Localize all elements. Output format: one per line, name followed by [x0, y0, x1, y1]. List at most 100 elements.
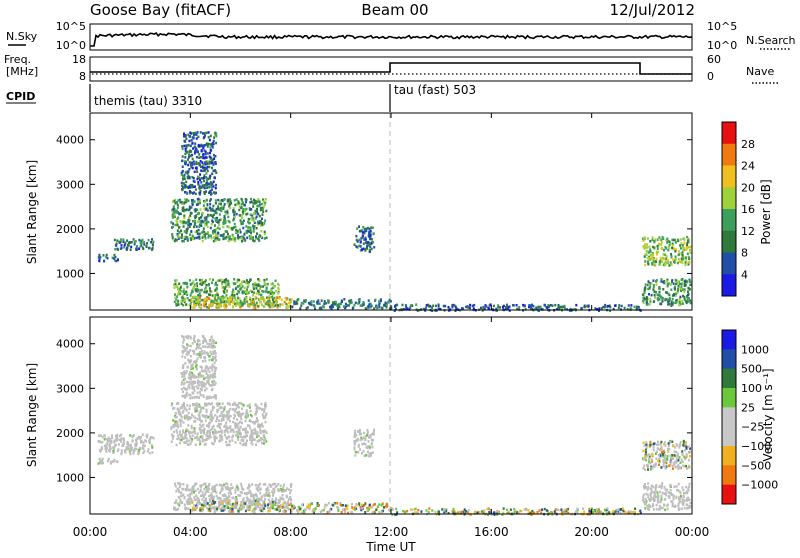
data-cell [679, 467, 681, 470]
data-cell [642, 467, 644, 470]
data-cell [213, 170, 215, 173]
data-cell [345, 306, 347, 309]
colorbar-tick-label: 24 [741, 160, 755, 173]
data-cell [143, 441, 145, 444]
data-cell [357, 451, 359, 454]
data-cell [259, 492, 261, 495]
data-cell [368, 299, 370, 302]
data-cell [180, 424, 182, 427]
data-cell [179, 485, 181, 488]
data-cell [179, 212, 181, 215]
data-cell [174, 202, 176, 205]
data-cell [218, 431, 220, 434]
data-cell [183, 225, 185, 228]
data-cell [644, 455, 646, 458]
data-cell [200, 429, 202, 432]
data-cell [675, 241, 677, 244]
data-cell [146, 242, 148, 245]
data-cell [131, 435, 133, 438]
data-cell [207, 233, 209, 236]
data-cell [214, 414, 216, 417]
data-cell [677, 282, 679, 285]
data-cell [258, 407, 260, 410]
data-cell [237, 486, 239, 489]
data-cell [199, 509, 201, 512]
data-cell [381, 504, 383, 507]
data-cell [126, 248, 128, 251]
data-cell [198, 198, 200, 201]
data-cell [212, 142, 214, 145]
data-cell [247, 424, 249, 427]
data-cell [151, 248, 153, 251]
data-cell [218, 220, 220, 223]
data-cell [197, 233, 199, 236]
data-cell [444, 509, 446, 512]
data-cell [689, 502, 691, 505]
data-cell [191, 199, 193, 202]
data-cell [222, 507, 224, 510]
data-cell [247, 284, 249, 287]
data-cell [209, 371, 211, 374]
data-cell [195, 149, 197, 152]
data-cell [201, 149, 203, 152]
data-cell [133, 238, 135, 241]
nsearch-label: N.Search [746, 34, 796, 47]
data-cell [257, 198, 259, 201]
data-cell [208, 136, 210, 139]
data-cell [205, 288, 207, 291]
data-cell [227, 497, 229, 500]
data-cell [493, 305, 495, 308]
data-cell [636, 307, 638, 310]
data-cell [181, 381, 183, 384]
data-cell [101, 460, 103, 463]
data-cell [236, 418, 238, 421]
data-cell [199, 173, 201, 176]
data-cell [666, 280, 668, 283]
data-cell [679, 296, 681, 299]
data-cell [607, 507, 609, 510]
data-cell [218, 203, 220, 206]
data-cell [644, 260, 646, 263]
data-cell [212, 346, 214, 349]
data-cell [361, 452, 363, 455]
data-cell [679, 244, 681, 247]
data-cell [226, 437, 228, 440]
data-cell [188, 220, 190, 223]
data-cell [677, 288, 679, 291]
data-cell [276, 508, 278, 511]
data-cell [662, 257, 664, 260]
data-cell [191, 365, 193, 368]
data-cell [229, 198, 231, 201]
data-cell [184, 349, 186, 352]
data-cell [679, 261, 681, 264]
data-cell [479, 511, 481, 514]
data-cell [359, 429, 361, 432]
data-cell [257, 278, 259, 281]
data-cell [177, 434, 179, 437]
data-cell [190, 206, 192, 209]
data-cell [204, 345, 206, 348]
data-cell [226, 411, 228, 414]
data-cell [202, 170, 204, 173]
data-cell [241, 491, 243, 494]
data-cell [207, 215, 209, 218]
data-cell [236, 293, 238, 296]
data-cell [185, 430, 187, 433]
data-cell [188, 508, 190, 511]
data-cell [618, 508, 620, 511]
data-cell [614, 511, 616, 514]
data-cell [236, 300, 238, 303]
data-cell [201, 389, 203, 392]
data-cell [185, 199, 187, 202]
data-cell [251, 219, 253, 222]
data-cell [212, 216, 214, 219]
data-cell [221, 207, 223, 210]
data-cell [208, 359, 210, 362]
data-cell [190, 155, 192, 158]
data-cell [353, 440, 355, 443]
data-cell [362, 226, 364, 229]
data-cell [216, 495, 218, 498]
data-cell [127, 244, 129, 247]
data-cell [468, 509, 470, 512]
data-cell [261, 224, 263, 227]
